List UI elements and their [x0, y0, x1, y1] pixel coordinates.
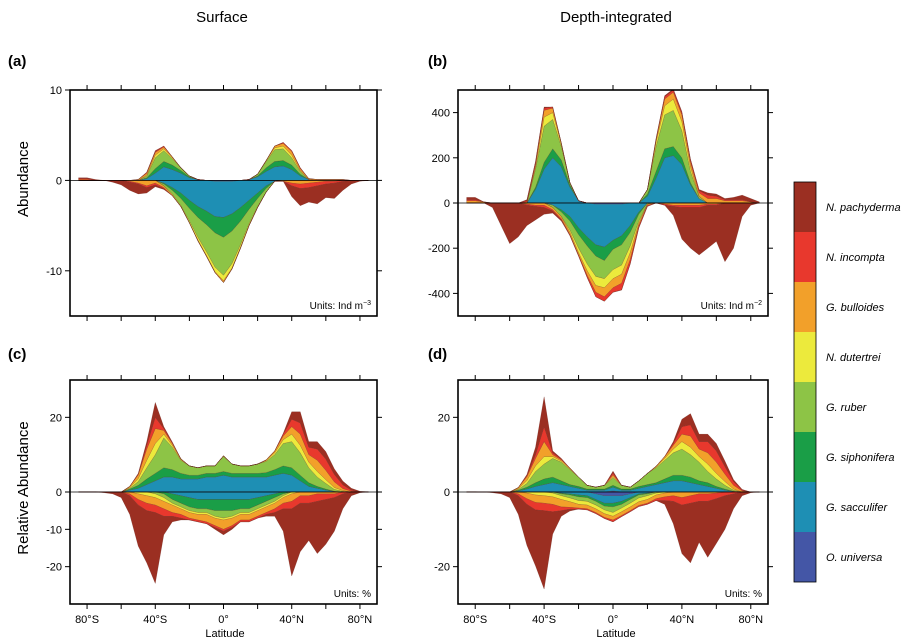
area-pos-n-incompta — [466, 90, 760, 204]
area-pos-g-ruber — [466, 448, 760, 493]
area-layers — [78, 401, 369, 585]
y-tick-label: -20 — [434, 562, 450, 574]
area-pos-g-siphonifera — [78, 160, 369, 181]
y-tick-label: 0 — [444, 487, 450, 499]
area-pos-g-ruber — [78, 148, 369, 181]
area-pos-g-bulloides — [466, 433, 760, 493]
y-tick-label: 400 — [432, 108, 450, 120]
x-tick-label: 0° — [608, 614, 619, 626]
units-label: Units: Ind m−3 — [310, 300, 371, 312]
legend-swatch-n-pachyderma — [794, 182, 816, 232]
area-neg-g-bulloides — [78, 180, 369, 283]
panel-c: (c) 80°S 40°S 0° 40°N 80°N 20 0 -10 -20 Units: % — [8, 346, 382, 626]
legend-swatch-n-dutertrei — [794, 332, 816, 382]
area-pos-n-pachyderma — [466, 90, 760, 204]
legend-label-o-universa: O. universa — [826, 552, 882, 564]
legend-label-n-dutertrei: N. dutertrei — [826, 352, 881, 364]
x-tick-label: 40°N — [279, 614, 304, 626]
panel-d: (d) 80°S 40°S 0° 40°N 80°N 20 0 -20 Units: % — [428, 346, 773, 626]
x-tick-label: 40°N — [670, 614, 695, 626]
legend-label-g-ruber: G. ruber — [826, 402, 868, 414]
area-pos-g-siphonifera — [466, 146, 760, 204]
column-title-surface: Surface — [196, 9, 248, 26]
area-pos-n-incompta — [78, 142, 369, 181]
legend-swatch-n-incompta — [794, 232, 816, 282]
area-pos-g-sacculifer — [78, 165, 369, 181]
legend-label-n-pachyderma: N. pachyderma — [826, 202, 901, 214]
area-neg-g-ruber — [466, 491, 760, 513]
legend-swatch-g-sacculifer — [794, 482, 816, 532]
area-layers — [466, 90, 760, 302]
area-pos-n-dutertrei — [466, 98, 760, 204]
units-label: Units: % — [334, 589, 371, 600]
legend-frame — [793, 181, 817, 583]
legend-label-g-bulloides: G. bulloides — [826, 302, 885, 314]
area-pos-n-incompta — [466, 424, 760, 493]
y-tick-label: 0 — [56, 487, 62, 499]
legend-label-g-siphonifera: G. siphonifera — [826, 452, 894, 464]
y-tick-label: -10 — [46, 266, 62, 278]
area-pos-g-ruber — [78, 437, 369, 493]
area-pos-n-dutertrei — [466, 441, 760, 493]
legend-swatch-o-universa — [794, 532, 816, 582]
area-pos-n-pachyderma — [78, 142, 369, 181]
panel-label: (d) — [428, 346, 447, 363]
x-tick-label: 40°S — [532, 614, 556, 626]
legend: N. pachyderma N. incompta G. bulloides N. d… — [793, 181, 901, 583]
y-tick-label: 10 — [50, 85, 62, 97]
panel-label: (b) — [428, 53, 447, 70]
panel-a: (a) 10 0 -10 Units: Ind m−3 — [8, 53, 382, 321]
legend-swatch-g-siphonifera — [794, 432, 816, 482]
area-pos-n-dutertrei — [78, 433, 369, 493]
y-tick-label: 20 — [50, 412, 62, 424]
y-tick-label: 0 — [56, 175, 62, 187]
legend-label-n-incompta: N. incompta — [826, 252, 885, 264]
y-tick-label: -200 — [428, 243, 450, 255]
area-neg-g-bulloides — [78, 491, 369, 530]
area-pos-g-ruber — [466, 110, 760, 204]
y-tick-label: 20 — [438, 412, 450, 424]
y-tick-label: -400 — [428, 288, 450, 300]
area-pos-g-bulloides — [78, 143, 369, 181]
area-pos-g-siphonifera — [466, 475, 760, 493]
y-tick-label: 0 — [444, 198, 450, 210]
x-tick-label: 80°N — [738, 614, 763, 626]
units-label: Units: % — [725, 589, 762, 600]
y-tick-label: -10 — [46, 524, 62, 536]
legend-swatch-g-ruber — [794, 382, 816, 432]
area-neg-n-incompta — [78, 180, 369, 283]
x-axis-title-left: Latitude — [205, 628, 244, 640]
area-pos-g-bulloides — [78, 426, 369, 493]
area-layers — [78, 142, 369, 283]
y-tick-label: -20 — [46, 562, 62, 574]
x-tick-label: 40°S — [143, 614, 167, 626]
x-tick-label: 80°S — [75, 614, 99, 626]
panel-label: (a) — [8, 53, 26, 70]
area-layers — [466, 396, 760, 590]
column-title-depth-integrated: Depth-integrated — [560, 9, 672, 26]
y-axis-title-abundance: Abundance — [15, 141, 32, 217]
panel-b: (b) 400 200 0 -200 -400 Units: Ind m−2 — [428, 53, 773, 321]
x-tick-label: 80°S — [463, 614, 487, 626]
y-tick-label: 200 — [432, 153, 450, 165]
x-tick-label: 0° — [218, 614, 229, 626]
legend-label-g-sacculifer: G. sacculifer — [826, 502, 888, 514]
area-pos-g-bulloides — [466, 91, 760, 204]
x-tick-label: 80°N — [348, 614, 373, 626]
area-pos-n-dutertrei — [78, 145, 369, 181]
area-neg-g-bulloides — [466, 491, 760, 521]
legend-swatch-g-bulloides — [794, 282, 816, 332]
units-label: Units: Ind m−2 — [701, 300, 762, 312]
y-axis-title-relative-abundance: Relative Abundance — [15, 421, 32, 554]
x-axis-title-right: Latitude — [596, 628, 635, 640]
panel-label: (c) — [8, 346, 26, 363]
area-pos-n-incompta — [78, 416, 369, 493]
